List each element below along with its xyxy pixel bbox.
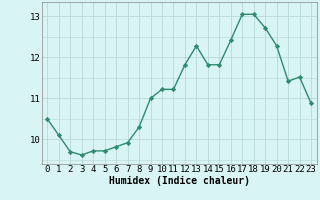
X-axis label: Humidex (Indice chaleur): Humidex (Indice chaleur) (109, 176, 250, 186)
